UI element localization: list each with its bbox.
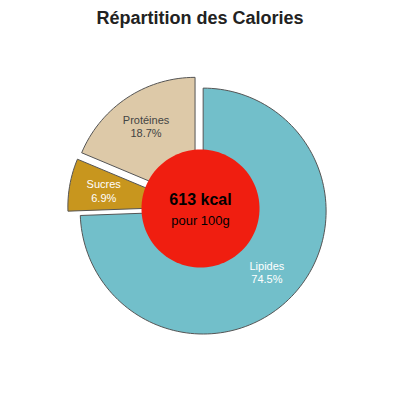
html-text:Répartition des Calories: Répartition des Calories: [96, 8, 304, 28]
svg-text:613 kcal: 613 kcal: [169, 191, 231, 208]
svg-text:Lipides74.5%: Lipides74.5%: [249, 260, 284, 285]
svg-text:pour 100g: pour 100g: [171, 213, 230, 228]
svg-text:Sucres6.9%: Sucres6.9%: [87, 178, 122, 203]
svg-text:Protéines18.7%: Protéines18.7%: [123, 114, 170, 139]
